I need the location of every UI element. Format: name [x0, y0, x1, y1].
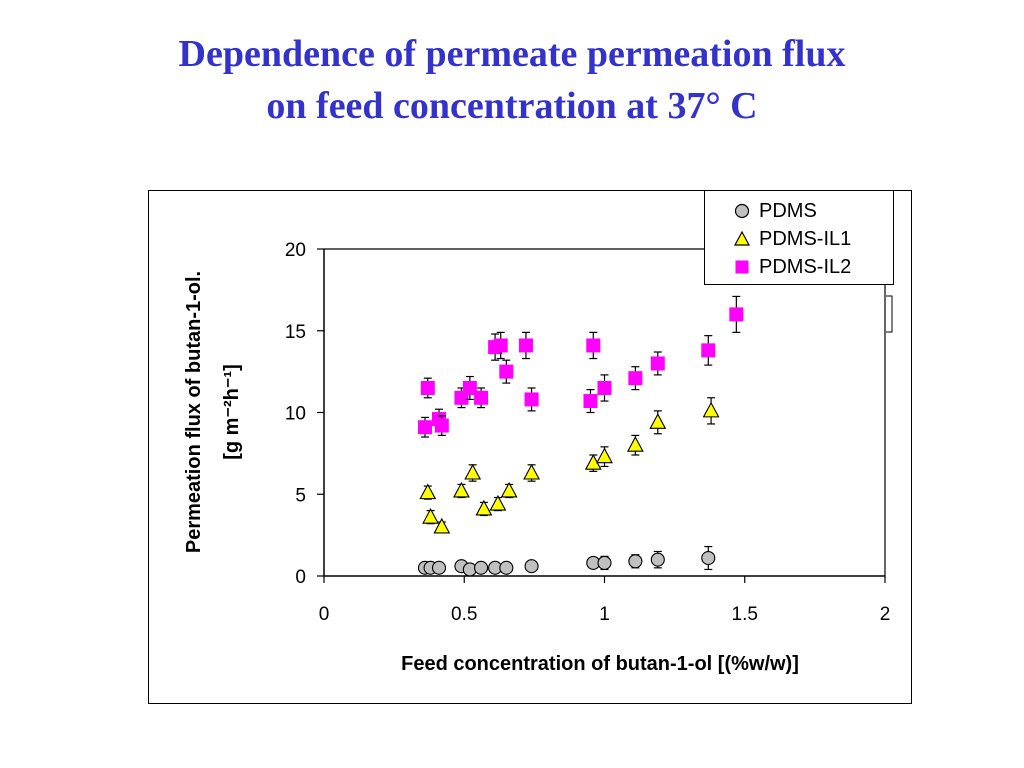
data-point	[462, 380, 477, 395]
data-point	[524, 559, 539, 574]
square-marker-icon	[735, 260, 749, 274]
legend-label: PDMS	[759, 199, 817, 222]
data-point	[500, 481, 518, 498]
chart-marks	[417, 295, 744, 577]
hidden-box-edge	[886, 295, 893, 333]
data-point	[499, 364, 514, 379]
y-tick-label: 20	[285, 240, 306, 261]
data-point	[596, 447, 613, 464]
data-point	[489, 494, 507, 511]
x-tick-label: 2	[880, 604, 891, 625]
data-point	[702, 401, 720, 418]
x-tick-label: 0	[319, 604, 330, 625]
data-point	[701, 550, 716, 566]
data-point	[649, 413, 667, 429]
data-point	[431, 560, 447, 575]
y-tick-label: 5	[295, 485, 306, 506]
data-point	[628, 554, 643, 569]
x-tick-label: 1.5	[732, 604, 758, 625]
y-axis-label: Permeation flux of butan-1-ol. [g m⁻²h⁻¹…	[183, 271, 243, 553]
circle-marker-icon	[734, 203, 750, 219]
chart-frame	[148, 190, 912, 704]
data-point	[597, 555, 612, 570]
data-point	[475, 499, 493, 516]
data-point	[420, 380, 435, 395]
legend-item-pdms-il1: PDMS-IL1	[705, 225, 893, 253]
data-point	[729, 307, 744, 322]
triangle-marker-icon	[733, 230, 751, 246]
legend-label: PDMS-IL2	[759, 255, 852, 278]
slide-title: Dependence of permeate permeation flux o…	[0, 28, 1024, 132]
y-tick-label: 0	[295, 567, 306, 588]
data-point	[474, 560, 489, 575]
data-point	[434, 418, 449, 433]
series-pdms-il2	[417, 295, 744, 438]
legend: PDMS PDMS-IL1 PDMS-IL2	[704, 190, 894, 285]
data-point	[628, 371, 643, 386]
data-point	[523, 463, 540, 480]
data-point	[650, 356, 665, 371]
data-point	[626, 436, 644, 452]
data-point	[499, 560, 514, 575]
data-point	[453, 481, 470, 498]
data-point	[464, 463, 482, 480]
legend-item-pdms: PDMS	[705, 197, 893, 225]
y-tick-label: 15	[285, 322, 306, 343]
x-axis-label: Feed concentration of butan-1-ol [(%w/w)…	[401, 653, 799, 675]
data-point	[650, 552, 665, 567]
data-point	[433, 517, 451, 534]
x-tick-label: 1	[599, 604, 610, 625]
data-point	[518, 338, 533, 353]
y-axis-label-line-2: [g m⁻²h⁻¹]	[221, 364, 243, 460]
series-pdms	[417, 545, 716, 577]
data-point	[701, 343, 716, 358]
data-point	[493, 338, 508, 353]
title-line-2: on feed concentration at 37° C	[266, 85, 758, 127]
y-tick-label: 10	[285, 404, 306, 425]
data-point	[417, 420, 432, 435]
data-point	[474, 390, 489, 405]
title-line-1: Dependence of permeate permeation flux	[178, 33, 846, 75]
series-pdms-il1	[419, 397, 720, 534]
data-point	[422, 507, 440, 524]
legend-item-pdms-il2: PDMS-IL2	[705, 253, 893, 281]
x-tick-label: 0.5	[451, 604, 477, 625]
data-point	[524, 392, 539, 407]
data-point	[586, 338, 601, 353]
data-point	[597, 380, 612, 395]
data-point	[583, 394, 598, 409]
legend-label: PDMS-IL1	[759, 227, 852, 250]
y-axis-label-line-1: Permeation flux of butan-1-ol.	[183, 271, 205, 553]
data-point	[419, 483, 437, 500]
